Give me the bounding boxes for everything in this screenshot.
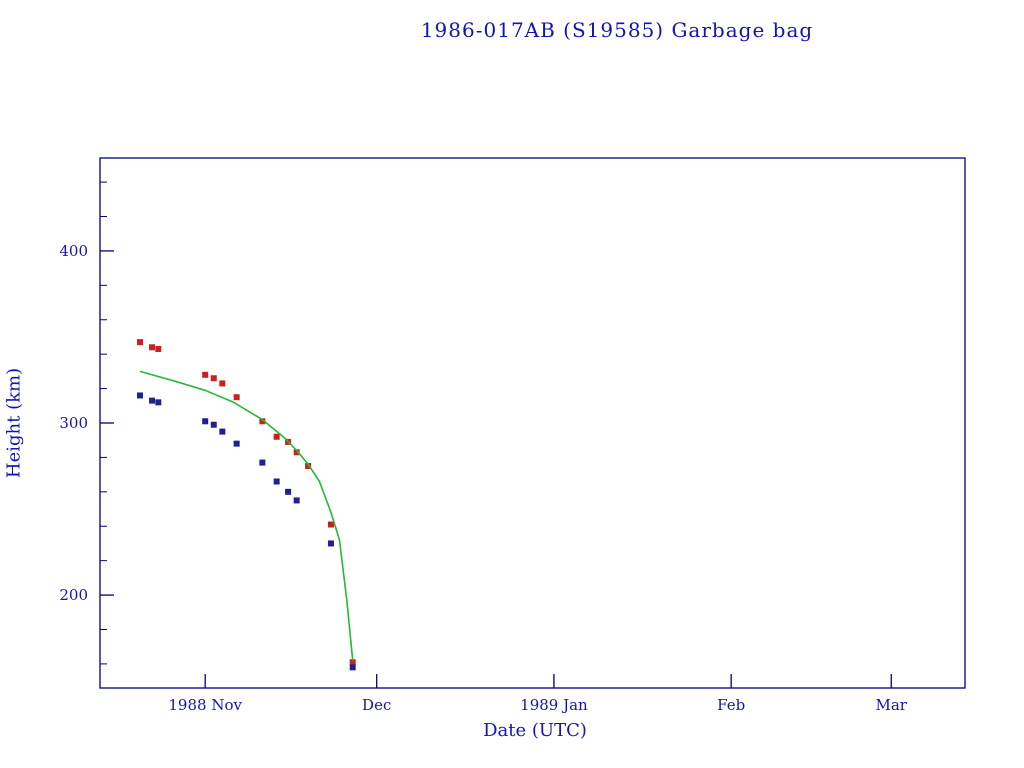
perigee-height-marker: [210, 421, 217, 428]
chart-title: 1986-017AB (S19585) Garbage bag: [420, 18, 814, 42]
perigee-height-marker: [273, 478, 280, 485]
perigee-height-marker: [155, 399, 162, 406]
y-tick-label: 200: [59, 586, 88, 604]
apogee-height-marker: [149, 344, 156, 351]
x-tick-label: Feb: [717, 696, 745, 714]
apogee-height-marker: [202, 371, 209, 378]
perigee-height-marker: [349, 664, 356, 671]
perigee-height-marker: [149, 397, 156, 404]
apogee-height-marker: [210, 375, 217, 382]
decay-fit-line: [139, 370, 354, 661]
x-tick-label: 1988 Nov: [168, 696, 242, 714]
perigee-height-marker: [137, 392, 144, 399]
axis-frame: [99, 157, 966, 689]
perigee-height-marker: [327, 540, 334, 547]
perigee-height-marker: [285, 488, 292, 495]
apogee-height-marker: [233, 394, 240, 401]
x-tick-label: Dec: [362, 696, 391, 714]
perigee-height-marker: [219, 428, 226, 435]
apogee-height-marker: [273, 433, 280, 440]
x-axis-label: Date (UTC): [483, 720, 587, 741]
perigee-height-marker: [233, 440, 240, 447]
apogee-height-marker: [219, 380, 226, 387]
x-tick-label: Mar: [876, 696, 908, 714]
apogee-height-marker: [137, 339, 144, 346]
perigee-height-marker: [202, 418, 209, 425]
apogee-height-marker: [155, 346, 162, 353]
perigee-height-marker: [293, 497, 300, 504]
apogee-height-marker: [327, 521, 334, 528]
x-tick-label: 1989 Jan: [520, 696, 588, 714]
y-tick-label: 400: [59, 242, 88, 260]
y-tick-label: 300: [59, 414, 88, 432]
perigee-height-marker: [259, 459, 266, 466]
